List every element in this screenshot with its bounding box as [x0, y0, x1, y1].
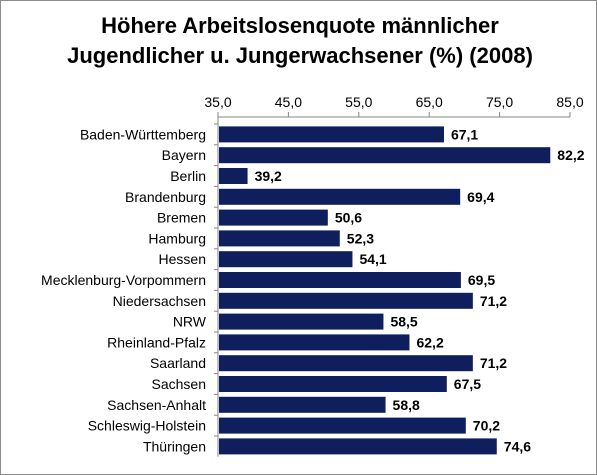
bar	[219, 355, 473, 372]
bar	[219, 438, 497, 455]
bar	[219, 396, 386, 413]
category-label: Hamburg	[148, 230, 206, 246]
category-label: Niedersachsen	[113, 293, 206, 309]
data-label: 82,2	[557, 147, 584, 163]
category-label: Bremen	[157, 210, 206, 226]
data-label: 67,5	[454, 376, 481, 392]
bar	[219, 272, 461, 288]
category-label: Sachsen-Anhalt	[107, 397, 206, 413]
bar	[219, 292, 473, 309]
category-label: Mecklenburg-Vorpommern	[41, 272, 206, 288]
category-label: Brandenburg	[125, 189, 206, 205]
bar	[219, 147, 551, 164]
data-label: 54,1	[359, 251, 386, 267]
data-label: 71,2	[480, 293, 507, 309]
data-label: 69,4	[467, 189, 494, 205]
x-tick-label: 65,0	[416, 94, 443, 110]
value-axis: 35,0 45,0 55,0 65,0 75,0 85,0	[204, 94, 584, 457]
data-label: 39,2	[255, 168, 282, 184]
bar	[219, 313, 384, 330]
data-label: 70,2	[473, 418, 500, 434]
category-label: Berlin	[170, 168, 206, 184]
data-label: 74,6	[504, 438, 531, 454]
data-label: 52,3	[347, 230, 374, 246]
bar	[219, 334, 410, 351]
category-label: NRW	[173, 314, 207, 330]
x-tick-label: 45,0	[275, 94, 302, 110]
category-label: Thüringen	[143, 438, 206, 454]
x-tick-label: 85,0	[556, 94, 583, 110]
category-label: Bayern	[162, 147, 206, 163]
bar	[219, 126, 444, 143]
bar	[219, 417, 466, 434]
bar	[219, 209, 328, 226]
x-tick-label: 35,0	[204, 94, 231, 110]
chart-title-line-1: Höhere Arbeitslosenquote männlicher	[101, 13, 499, 38]
chart-title-line-2: Jugendlicher u. Jungerwachsener (%) (200…	[67, 43, 533, 68]
data-label: 58,5	[390, 314, 417, 330]
category-label: Schleswig-Holstein	[88, 418, 206, 434]
category-label: Sachsen	[152, 376, 206, 392]
x-tick-label: 55,0	[345, 94, 372, 110]
data-label: 58,8	[393, 397, 420, 413]
data-label: 67,1	[451, 126, 478, 142]
category-label: Baden-Württemberg	[80, 126, 206, 142]
bar	[219, 251, 353, 268]
category-label: Hessen	[159, 251, 206, 267]
bar	[219, 230, 340, 247]
category-label: Rheinland-Pfalz	[107, 334, 206, 350]
category-label: Saarland	[150, 355, 206, 371]
data-label: 69,5	[468, 272, 495, 288]
bars: Baden-Württemberg 67,1 Bayern 82,2 Berlin 39,…	[41, 126, 585, 455]
data-label: 62,2	[416, 334, 443, 350]
bar	[219, 376, 447, 392]
data-label: 71,2	[480, 355, 507, 371]
bar	[219, 168, 248, 184]
x-tick-label: 75,0	[486, 94, 513, 110]
data-label: 50,6	[335, 210, 362, 226]
bar	[219, 188, 461, 205]
